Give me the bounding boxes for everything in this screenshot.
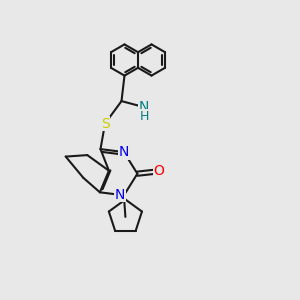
Text: S: S: [100, 117, 109, 130]
Text: N: N: [139, 100, 149, 114]
Text: N: N: [119, 145, 129, 159]
Text: O: O: [154, 164, 164, 178]
Text: H: H: [139, 110, 149, 123]
Text: N: N: [115, 188, 125, 202]
